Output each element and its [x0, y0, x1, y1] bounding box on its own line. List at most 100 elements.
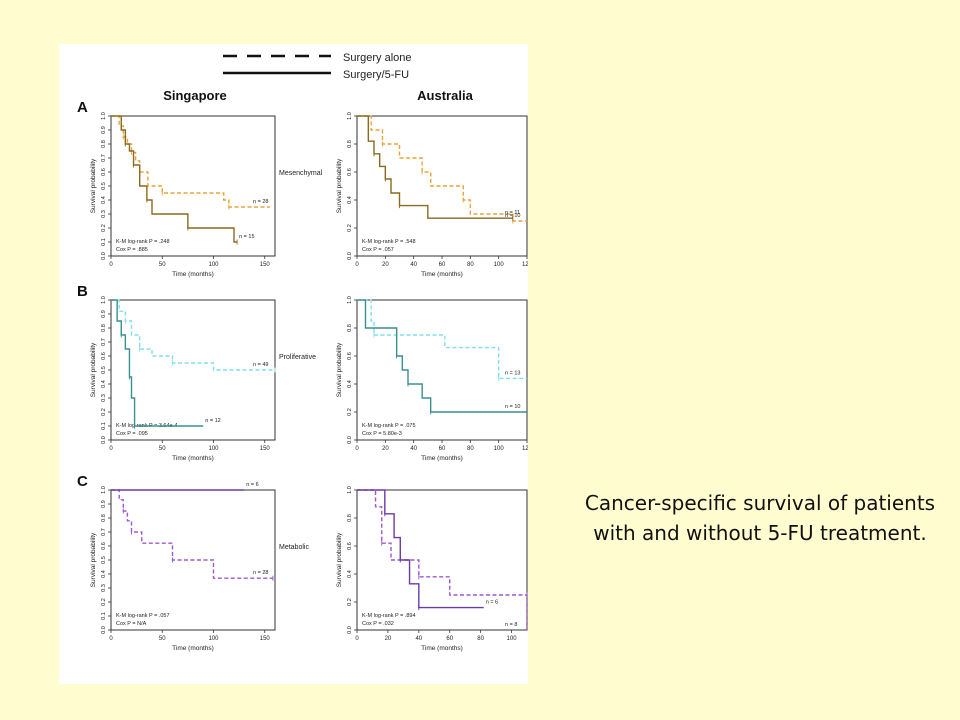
x-tick-label: 0 [355, 636, 359, 642]
x-tick-label: 150 [260, 636, 271, 642]
y-tick-label: 1.0 [347, 112, 353, 120]
subtype-label: Metabolic [279, 544, 309, 551]
km-curve-surgery-5fu [357, 299, 527, 413]
legend-dashed-label: Surgery alone [343, 52, 412, 64]
y-tick-label: 0.6 [101, 352, 107, 360]
stats-text: Cox P = .095 [116, 431, 148, 437]
y-tick-label: 0.6 [101, 542, 107, 550]
y-tick-label: 0.8 [101, 514, 107, 522]
km-figure-svg: Surgery alone Surgery/5-FU Singapore Aus… [77, 52, 528, 652]
y-tick-label: 0.6 [347, 168, 353, 176]
stats-text: Cox P = .032 [362, 621, 394, 627]
y-tick-label: 0.8 [347, 140, 353, 148]
x-tick-label: 0 [109, 262, 113, 268]
y-tick-label: 1.0 [101, 112, 107, 120]
n-label: n = 12 [205, 418, 220, 424]
y-tick-label: 0.5 [101, 366, 107, 374]
y-axis-label: Survival probability [90, 532, 97, 587]
stats-text: K-M log-rank P = .894 [362, 613, 416, 619]
n-label: n = 6 [246, 482, 258, 488]
y-tick-label: 0.2 [347, 408, 353, 416]
km-curve-surgery-alone [111, 489, 273, 579]
stats-text: Cox P = 5.80e-3 [362, 431, 402, 437]
y-tick-label: 0.3 [101, 584, 107, 592]
y-tick-label: 0.1 [101, 238, 107, 246]
km-curve-surgery-alone [111, 299, 275, 371]
y-tick-label: 0.4 [101, 380, 107, 388]
y-tick-label: 0.0 [101, 436, 107, 444]
km-curve-surgery-5fu [111, 299, 204, 427]
stats-text: Cox P = .885 [116, 247, 148, 253]
y-tick-label: 0.4 [101, 196, 107, 204]
x-tick-label: 60 [446, 636, 453, 642]
column-title-singapore: Singapore [163, 88, 227, 103]
stats-text: K-M log-rank P = .057 [116, 613, 170, 619]
x-tick-label: 120 [522, 446, 528, 452]
chart-a-singapore: A Mesenchymal 0.0 0.1 0.2 0.3 0.4 0.5 0.6 0.7 0.8 0… [77, 99, 323, 278]
legend-solid-label: Surgery/5-FU [343, 69, 409, 81]
y-tick-label: 0.1 [101, 422, 107, 430]
stats-text: K-M log-rank P = .548 [362, 239, 416, 245]
km-figure: Surgery alone Surgery/5-FU Singapore Aus… [59, 44, 528, 684]
y-tick-label: 0.9 [101, 126, 107, 134]
panel-letter: C [77, 473, 88, 490]
y-tick-label: 0.8 [347, 324, 353, 332]
km-curve-surgery-alone [357, 299, 527, 380]
stats-text: K-M log-rank P = .248 [116, 239, 170, 245]
x-tick-label: 40 [410, 262, 417, 268]
km-curve-surgery-alone [357, 489, 528, 630]
km-curve-surgery-5fu [357, 115, 513, 219]
y-tick-label: 1.0 [347, 486, 353, 494]
y-axis-label: Survival probability [336, 342, 343, 397]
chart-b-singapore: B Proliferative 0.0 0.1 0.2 0.3 0.4 0.5 0.6 0.7 0.… [77, 283, 316, 462]
y-tick-label: 0.4 [347, 380, 353, 388]
n-label: n = 6 [486, 600, 498, 606]
caption-line-1: Cancer-specific survival of patients [584, 491, 936, 515]
caption-line-2: with and without 5-FU treatment. [593, 521, 927, 545]
x-tick-label: 50 [159, 262, 166, 268]
x-tick-label: 50 [159, 446, 166, 452]
x-axis-label: Time (months) [172, 645, 214, 652]
km-curve-surgery-alone [111, 115, 270, 208]
n-label: n = 10 [505, 404, 520, 410]
chart-c-australia: 0.0 0.2 0.4 0.6 0.8 1.0 0 20 40 60 80 100 Time (mont… [336, 486, 528, 652]
stats-text: K-M log-rank P = .075 [362, 423, 416, 429]
x-tick-label: 20 [385, 636, 392, 642]
x-tick-label: 0 [109, 446, 113, 452]
x-tick-label: 60 [439, 446, 446, 452]
x-tick-label: 0 [355, 446, 359, 452]
subtype-label: Mesenchymal [279, 170, 323, 177]
x-axis-label: Time (months) [421, 645, 463, 652]
plot-frame [356, 299, 528, 441]
y-tick-label: 0.6 [347, 542, 353, 550]
x-tick-label: 80 [467, 446, 474, 452]
y-tick-label: 0.6 [101, 168, 107, 176]
stats-text: Cox P = .057 [362, 247, 394, 253]
stats-text: Cox P = N/A [116, 621, 147, 627]
x-tick-label: 20 [382, 262, 389, 268]
y-tick-label: 0.7 [101, 338, 107, 346]
x-tick-label: 150 [260, 262, 271, 268]
panel-letter: A [77, 99, 88, 116]
x-tick-label: 80 [467, 262, 474, 268]
x-tick-label: 120 [522, 262, 528, 268]
y-tick-label: 0.2 [101, 224, 107, 232]
chart-b-australia: 0.0 0.2 0.4 0.6 0.8 1.0 0 20 40 60 80 100 120 Time (m… [336, 296, 528, 462]
km-curve-surgery-alone [357, 115, 527, 222]
y-tick-label: 0.9 [101, 500, 107, 508]
n-label: n = 49 [253, 362, 268, 368]
y-tick-label: 1.0 [101, 296, 107, 304]
y-tick-label: 0.1 [101, 612, 107, 620]
x-tick-label: 150 [260, 446, 271, 452]
y-axis-label: Survival probability [336, 158, 343, 213]
y-tick-label: 0.5 [101, 556, 107, 564]
y-axis-label: Survival probability [336, 532, 343, 587]
plot-frame [356, 489, 528, 631]
x-tick-label: 20 [382, 446, 389, 452]
x-axis-label: Time (months) [421, 455, 463, 462]
x-tick-label: 100 [494, 446, 505, 452]
subtype-label: Proliferative [279, 354, 316, 361]
column-title-australia: Australia [417, 88, 473, 103]
y-tick-label: 0.7 [101, 154, 107, 162]
x-tick-label: 100 [507, 636, 518, 642]
